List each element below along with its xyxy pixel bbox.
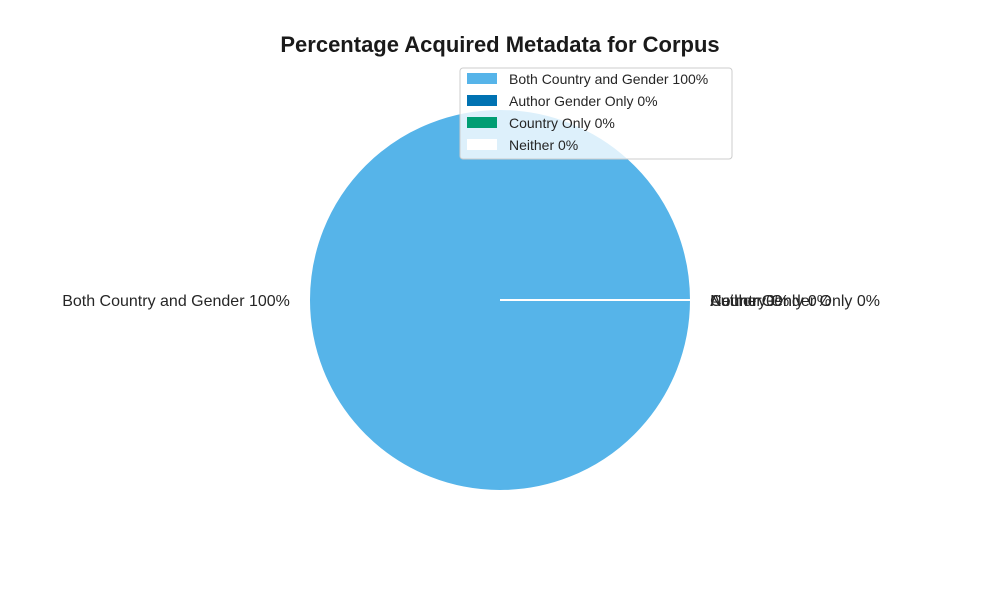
chart-title: Percentage Acquired Metadata for Corpus [280, 32, 719, 57]
legend-swatch-both-country-and-gender-100 [467, 73, 497, 84]
legend-frame [459, 67, 733, 160]
legend-label-country-only-0: Country Only 0% [509, 115, 615, 131]
legend-swatch-author-gender-only-0 [467, 95, 497, 106]
legend-label-author-gender-only-0: Author Gender Only 0% [509, 93, 658, 109]
pie-slices [308, 108, 692, 492]
slice-label-country-only-0: Country Only 0% [710, 293, 831, 310]
legend-label-neither-0: Neither 0% [509, 137, 578, 153]
slice-label-author-gender-only-0: Author Gender Only 0% [710, 293, 880, 310]
legend-label-both-country-and-gender-100: Both Country and Gender 100% [509, 71, 708, 87]
slice-label-neither-0: Neither 0% [710, 293, 789, 310]
slice-label-both-country-and-gender-100: Both Country and Gender 100% [62, 293, 290, 310]
legend: Both Country and Gender 100% Author Gende… [459, 67, 733, 160]
slice-labels: Both Country and Gender 100% Author Gende… [62, 293, 880, 310]
legend-swatch-neither-0 [467, 139, 497, 150]
legend-swatch-country-only-0 [467, 117, 497, 128]
